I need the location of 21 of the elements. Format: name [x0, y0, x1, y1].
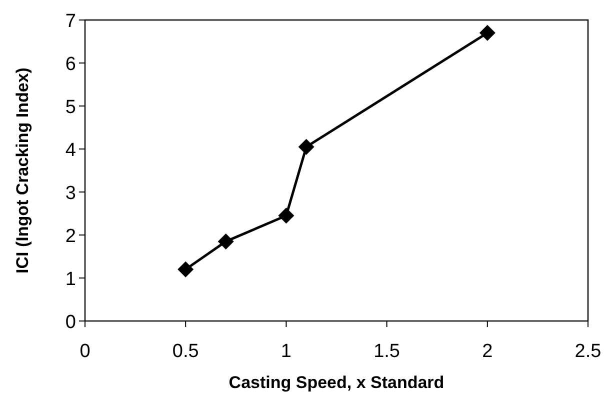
y-axis-title: ICI (Ingot Cracking Index)	[13, 68, 32, 274]
point	[278, 208, 294, 224]
x-tick-label: 2	[482, 341, 493, 362]
x-tick-label: 0	[80, 341, 90, 362]
x-tick-label: 0.5	[172, 341, 199, 362]
y-tick-label: 2	[65, 226, 76, 247]
x-tick-label: 1.5	[374, 341, 400, 362]
x-tick-label: 2.5	[574, 341, 602, 362]
y-tick-label: 4	[65, 140, 76, 161]
point	[298, 138, 314, 155]
y-tick-label: 0	[65, 312, 76, 333]
y-tick-label: 3	[65, 183, 76, 204]
point	[218, 233, 234, 250]
point	[178, 261, 194, 278]
y-tick-label: 5	[65, 97, 76, 118]
y-tick-label: 7	[65, 11, 76, 32]
x-axis-title: Casting Speed, x Standard	[228, 373, 444, 392]
y-tick-label: 1	[65, 269, 76, 290]
x-tick-label: 1	[280, 341, 292, 362]
y-tick-label: 6	[65, 54, 76, 75]
point	[479, 24, 496, 41]
